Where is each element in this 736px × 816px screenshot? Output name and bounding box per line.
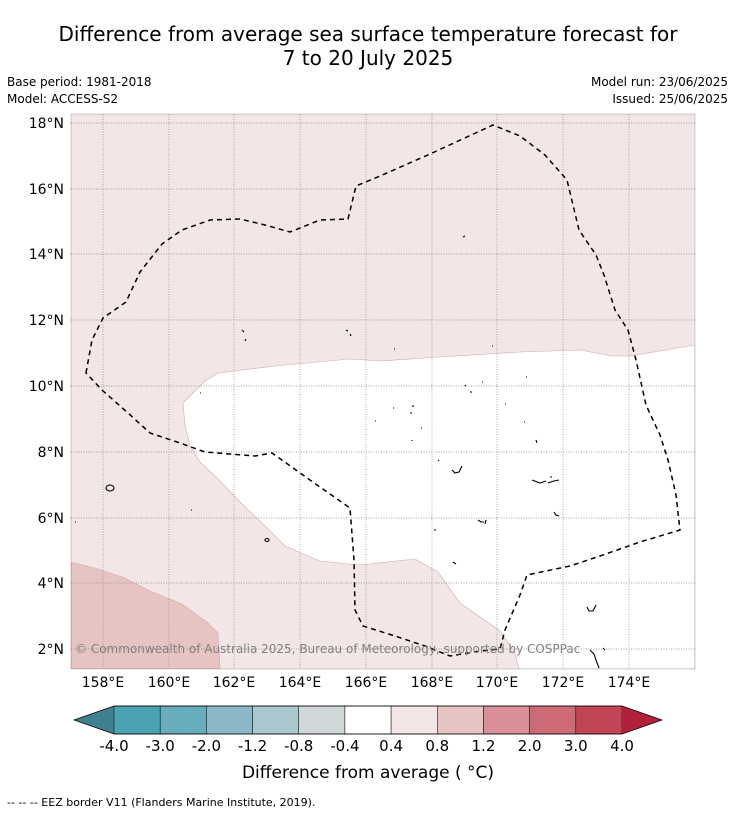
model-name: Model: ACCESS-S2 (7, 92, 119, 106)
colorbar-segment (529, 705, 577, 735)
map-area: © Commonwealth of Australia 2025, Bureau… (71, 114, 695, 669)
colorbar-tick-label: -4.0 (99, 737, 128, 755)
colorbar-tick-label: 3.0 (564, 737, 588, 755)
colorbar-tick-label: -3.0 (146, 737, 175, 755)
lon-label: 160°E (148, 675, 191, 691)
colorbar-tick-label: -0.8 (284, 737, 313, 755)
lat-label: 18°N (29, 116, 64, 132)
colorbar-segment (252, 705, 299, 735)
lat-label: 6°N (38, 511, 64, 527)
lon-label: 164°E (279, 675, 322, 691)
colorbar-segment (113, 705, 161, 735)
anomaly-region-0.8-1.2 (71, 561, 221, 669)
lon-label: 174°E (608, 675, 651, 691)
lat-label: 2°N (38, 642, 64, 658)
base-period: Base period: 1981-2018 (7, 75, 152, 89)
lon-label: 170°E (476, 675, 519, 691)
colorbar-tick-label: -0.4 (330, 737, 359, 755)
map-frame (70, 113, 696, 670)
colorbar-tick-label: 0.8 (425, 737, 449, 755)
colorbar (72, 705, 664, 735)
colorbar-segment (483, 705, 530, 735)
graticule (71, 114, 695, 669)
lat-labels: 18°N 16°N 14°N 12°N 10°N 8°N 6°N 4°N 2°N (29, 116, 64, 658)
lon-label: 168°E (411, 675, 454, 691)
colorbar-segment (298, 705, 346, 735)
eez-legend: -- -- -- EEZ border V11 (Flanders Marine… (7, 796, 316, 809)
map-title: Difference from average sea surface temp… (0, 22, 736, 70)
colorbar-tick-label: -2.0 (192, 737, 221, 755)
copyright-text: © Commonwealth of Australia 2025, Bureau… (75, 642, 580, 656)
colorbar-labels: -4.0 -3.0 -2.0 -1.2 -0.8 -0.4 0.4 0.8 1.2 2.0 3.0 4… (99, 737, 634, 755)
lon-label: 162°E (213, 675, 256, 691)
colorbar-segment (344, 705, 392, 735)
colorbar-tick-label: 0.4 (379, 737, 403, 755)
colorbar-segment (390, 705, 438, 735)
colorbar-extend-low (74, 706, 114, 734)
meta-right: Model run: 23/06/2025 Issued: 25/06/2025 (591, 74, 728, 108)
lon-label: 166°E (345, 675, 388, 691)
colorbar-segment (159, 705, 207, 735)
colorbar-tick-label: 1.2 (472, 737, 496, 755)
title-line-1: Difference from average sea surface temp… (58, 22, 678, 46)
lon-label: 172°E (542, 675, 585, 691)
eez-border (85, 124, 681, 657)
colorbar-extend-high (622, 706, 662, 734)
colorbar-segment (437, 705, 484, 735)
title-line-2: 7 to 20 July 2025 (282, 46, 454, 70)
meta-left: Base period: 1981-2018 Model: ACCESS-S2 (7, 74, 152, 108)
lat-label: 8°N (38, 445, 64, 461)
colorbar-segment (206, 705, 253, 735)
lat-label: 14°N (29, 247, 64, 263)
colorbar-outline (72, 705, 664, 735)
islands (75, 235, 606, 669)
lon-labels: 158°E 160°E 162°E 164°E 166°E 168°E 170°… (82, 675, 651, 691)
colorbar-tick-label: 2.0 (518, 737, 542, 755)
lat-label: 10°N (29, 379, 64, 395)
model-run: Model run: 23/06/2025 (590, 75, 728, 89)
lon-label: 158°E (82, 675, 125, 691)
colorbar-title: Difference from average ( °C) (241, 763, 495, 783)
colorbar-tick-label: -1.2 (238, 737, 267, 755)
anomaly-region-near-average (182, 344, 695, 669)
lat-label: 12°N (29, 313, 64, 329)
issued-date: Issued: 25/06/2025 (612, 92, 728, 106)
lat-label: 16°N (29, 182, 64, 198)
colorbar-segment (575, 705, 623, 735)
colorbar-tick-label: 4.0 (610, 737, 634, 755)
lat-label: 4°N (38, 576, 64, 592)
